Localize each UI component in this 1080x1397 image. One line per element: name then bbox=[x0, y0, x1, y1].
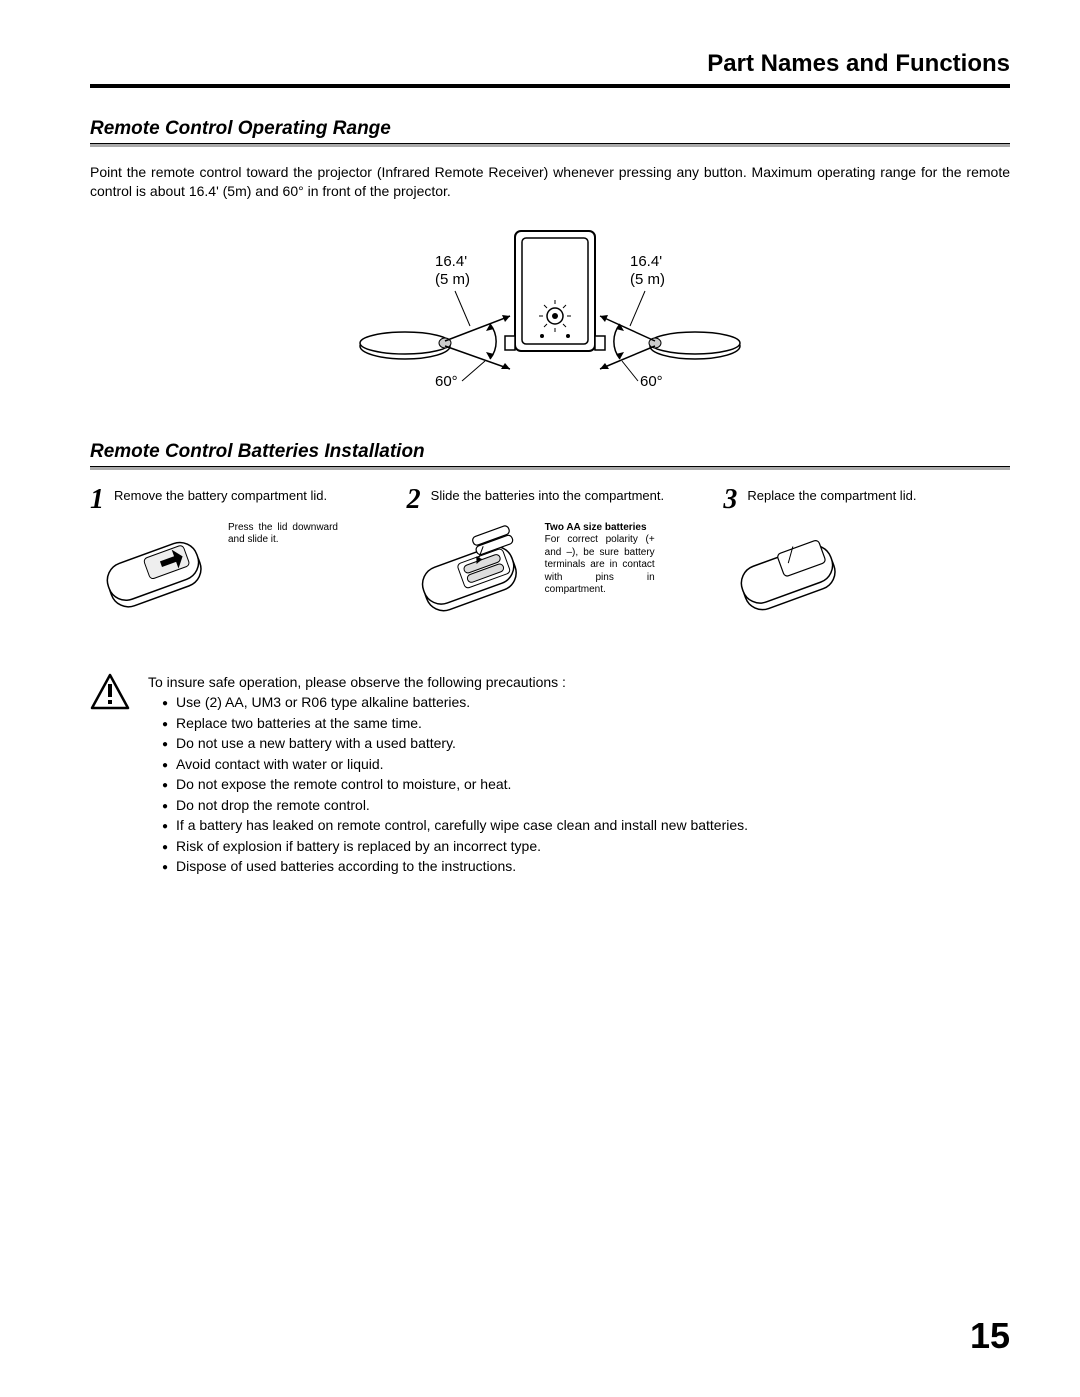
remote-step2-icon bbox=[407, 522, 537, 632]
precautions-text: To insure safe operation, please observe… bbox=[148, 672, 748, 877]
right-remote-icon bbox=[649, 332, 740, 359]
step-3-text: Replace the compartment lid. bbox=[747, 486, 916, 505]
precaution-item: Dispose of used batteries according to t… bbox=[162, 856, 748, 877]
step-3: 3 Replace the compartment lid. bbox=[723, 486, 1010, 632]
page-header: Part Names and Functions bbox=[90, 50, 1010, 88]
page-header-title: Part Names and Functions bbox=[707, 50, 1010, 77]
installation-steps: 1 Remove the battery compartment lid. Pr… bbox=[90, 486, 1010, 632]
step-2-text: Slide the batteries into the compartment… bbox=[431, 486, 664, 505]
precaution-item: If a battery has leaked on remote contro… bbox=[162, 815, 748, 836]
section1-rule bbox=[90, 143, 1010, 147]
remote-step1-icon bbox=[90, 522, 220, 632]
precaution-item: Replace two batteries at the same time. bbox=[162, 713, 748, 734]
precautions-intro: To insure safe operation, please observe… bbox=[148, 672, 748, 692]
distance-label-left-ft: 16.4' bbox=[435, 253, 467, 270]
step-3-num: 3 bbox=[723, 486, 737, 514]
operating-range-diagram: 16.4' (5 m) 16.4' (5 m) 60° 60° bbox=[330, 221, 770, 401]
precaution-item: Do not use a new battery with a used bat… bbox=[162, 733, 748, 754]
angle-label-left: 60° bbox=[435, 373, 458, 390]
precaution-item: Risk of explosion if battery is replaced… bbox=[162, 836, 748, 857]
step-1-text: Remove the battery compartment lid. bbox=[114, 486, 327, 505]
precautions-block: To insure safe operation, please observe… bbox=[90, 672, 1010, 877]
remote-step3-icon bbox=[723, 522, 853, 632]
angle-label-right: 60° bbox=[640, 373, 663, 390]
step-2-note-wrap: Two AA size batteries For correct polari… bbox=[545, 522, 655, 597]
step-2: 2 Slide the batteries into the compartme… bbox=[407, 486, 694, 632]
step-2-note: For correct polarity (+ and –), be sure … bbox=[545, 534, 655, 595]
precaution-item: Use (2) AA, UM3 or R06 type alkaline bat… bbox=[162, 692, 748, 713]
section2-rule bbox=[90, 466, 1010, 470]
section1-heading: Remote Control Operating Range bbox=[90, 118, 1010, 140]
distance-label-right-ft: 16.4' bbox=[630, 253, 662, 270]
section1-intro: Point the remote control toward the proj… bbox=[90, 163, 1010, 201]
page-number: 15 bbox=[970, 1315, 1010, 1357]
step-2-num: 2 bbox=[407, 486, 421, 514]
distance-label-left-m: (5 m) bbox=[435, 271, 470, 288]
precaution-item: Do not expose the remote control to mois… bbox=[162, 774, 748, 795]
precaution-item: Do not drop the remote control. bbox=[162, 795, 748, 816]
section2-heading: Remote Control Batteries Installation bbox=[90, 441, 1010, 463]
step-1: 1 Remove the battery compartment lid. Pr… bbox=[90, 486, 377, 632]
distance-label-right-m: (5 m) bbox=[630, 271, 665, 288]
precautions-list: Use (2) AA, UM3 or R06 type alkaline bat… bbox=[148, 692, 748, 877]
step-1-num: 1 bbox=[90, 486, 104, 514]
left-remote-icon bbox=[360, 332, 451, 359]
step-2-note-bold: Two AA size batteries bbox=[545, 522, 647, 533]
precaution-item: Avoid contact with water or liquid. bbox=[162, 754, 748, 775]
warning-icon bbox=[90, 672, 130, 712]
step-1-note: Press the lid downward and slide it. bbox=[228, 522, 338, 547]
